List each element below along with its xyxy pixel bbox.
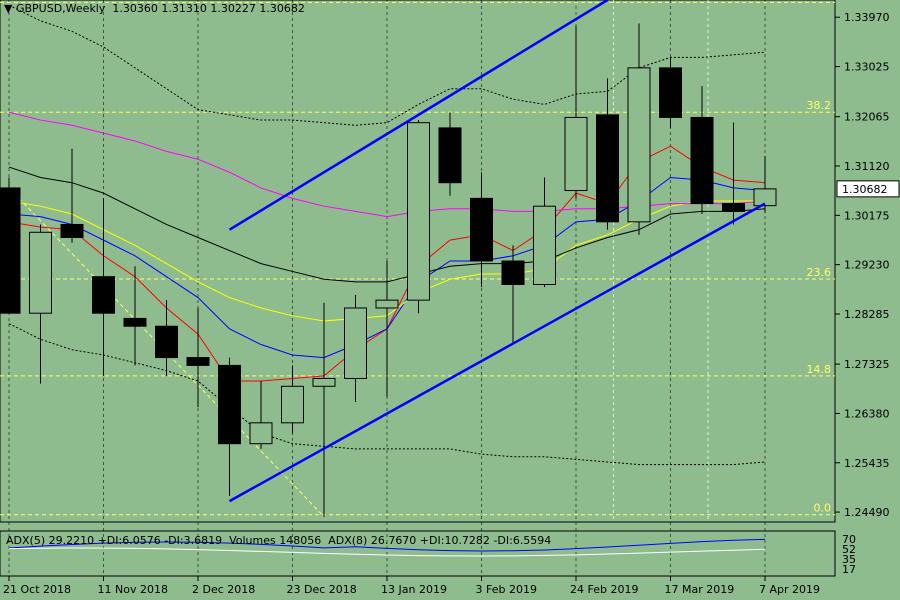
price-tick-label: 1.33970 — [844, 11, 890, 24]
bollinger-upper-line — [8, 4, 766, 126]
candle-body-bullish — [407, 122, 430, 301]
candle-body-bullish — [564, 116, 588, 192]
candle-body-bearish — [659, 67, 682, 118]
candle-body-bullish — [312, 377, 336, 387]
price-tick-label: 1.30175 — [844, 209, 890, 222]
adx-level-label: 52 — [842, 543, 856, 556]
chart-header: ▼ GBPUSD,Weekly 1.30360 1.31310 1.30227 … — [4, 2, 305, 15]
symbol-label: GBPUSD,Weekly — [15, 2, 106, 15]
channel-line — [228, 202, 766, 503]
price-tick-label: 1.31120 — [844, 160, 890, 173]
price-tick-label: 1.33025 — [844, 61, 890, 74]
time-tick-label: 21 Oct 2018 — [3, 583, 71, 596]
adx-level-label: 70 — [842, 533, 856, 546]
candle-body-bearish — [60, 223, 84, 239]
adx-level-label: 35 — [842, 553, 856, 566]
menu-triangle-icon[interactable]: ▼ — [4, 2, 13, 15]
ohlc-values: 1.30360 1.31310 1.30227 1.30682 — [112, 2, 305, 15]
candle-body-bullish — [249, 422, 273, 445]
candle-body-bearish — [92, 276, 115, 314]
trend-channel — [228, 0, 766, 503]
price-tick-label: 1.27325 — [844, 358, 890, 371]
candle-body-bearish — [596, 114, 619, 223]
price-tick-label: 1.28285 — [844, 308, 890, 321]
time-tick-label: 3 Feb 2019 — [476, 583, 537, 596]
fibonacci-label: 0.0 — [814, 502, 832, 515]
candle-body-bullish — [375, 299, 399, 309]
time-tick-label: 2 Dec 2018 — [192, 583, 255, 596]
fibonacci-label: 38.2 — [807, 99, 832, 112]
time-tick-label: 17 Mar 2019 — [665, 583, 735, 596]
candle-body-bearish — [722, 203, 745, 212]
indicator-label: ADX(5) 29.2210 +DI:6.0576 -DI:3.6819 Vol… — [6, 534, 552, 547]
sub-plot-border — [0, 530, 836, 577]
price-tick-label: 1.26380 — [844, 407, 890, 420]
time-axis: 21 Oct 2018 11 Nov 2018 2 Dec 2018 23 Dec 2… — [3, 576, 820, 596]
time-tick-label: 13 Jan 2019 — [381, 583, 447, 596]
last-price-label: 1.30682 — [842, 183, 888, 196]
price-axis: 1.33970 1.33025 1.32065 1.31120 1.30175 1.292… — [835, 11, 900, 519]
candle-body-bearish — [186, 357, 210, 366]
time-tick-label: 11 Nov 2018 — [98, 583, 168, 596]
price-tick-label: 1.24490 — [844, 506, 890, 519]
price-tick-label: 1.32065 — [844, 111, 890, 124]
candle-body-bearish — [470, 197, 493, 262]
candle-body-bearish — [155, 325, 178, 359]
main-plot-border — [0, 0, 836, 523]
candle-body-bullish — [281, 385, 304, 424]
price-tick-label: 1.25435 — [844, 457, 890, 470]
candle-body-bearish — [690, 116, 714, 205]
candle-body-bearish — [0, 187, 21, 314]
candle-body-bearish — [123, 317, 147, 327]
candle-body-bullish — [627, 67, 651, 223]
di-line — [8, 547, 766, 557]
candle-body-bullish — [344, 307, 367, 379]
candle-body-bearish — [501, 260, 525, 285]
candle-body-bullish — [533, 205, 556, 285]
candle-body-bearish — [438, 127, 462, 184]
fibonacci-label: 50.0 — [807, 0, 832, 2]
time-tick-label: 7 Apr 2019 — [759, 583, 820, 596]
candle-body-bullish — [29, 231, 52, 314]
time-tick-label: 23 Dec 2018 — [287, 583, 357, 596]
time-tick-label: 24 Feb 2019 — [570, 583, 638, 596]
price-tick-label: 1.29230 — [844, 259, 890, 272]
candle-body-bearish — [218, 364, 241, 445]
adx-level-label: 17 — [842, 563, 856, 576]
candles — [0, 23, 777, 517]
fibonacci-label: 23.6 — [807, 266, 832, 279]
candle-body-bullish — [753, 188, 777, 207]
channel-line — [228, 0, 609, 231]
fibonacci-label: 14.8 — [807, 363, 832, 376]
last-price-marker — [836, 180, 900, 198]
adx-line — [8, 538, 766, 552]
